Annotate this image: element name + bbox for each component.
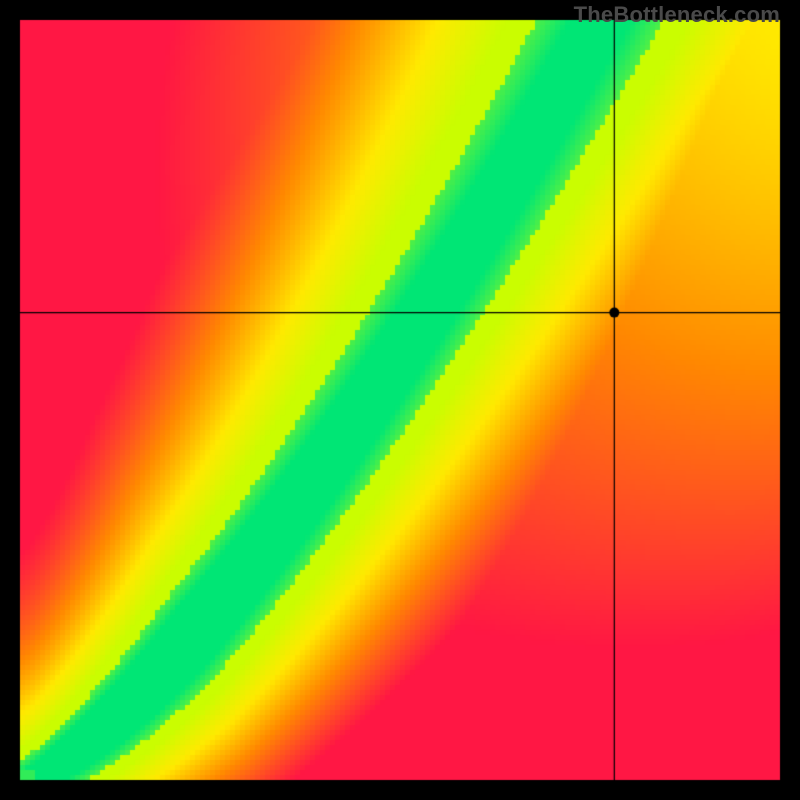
chart-container: TheBottleneck.com: [0, 0, 800, 800]
heatmap-canvas: [0, 0, 800, 800]
watermark-text: TheBottleneck.com: [574, 2, 780, 28]
